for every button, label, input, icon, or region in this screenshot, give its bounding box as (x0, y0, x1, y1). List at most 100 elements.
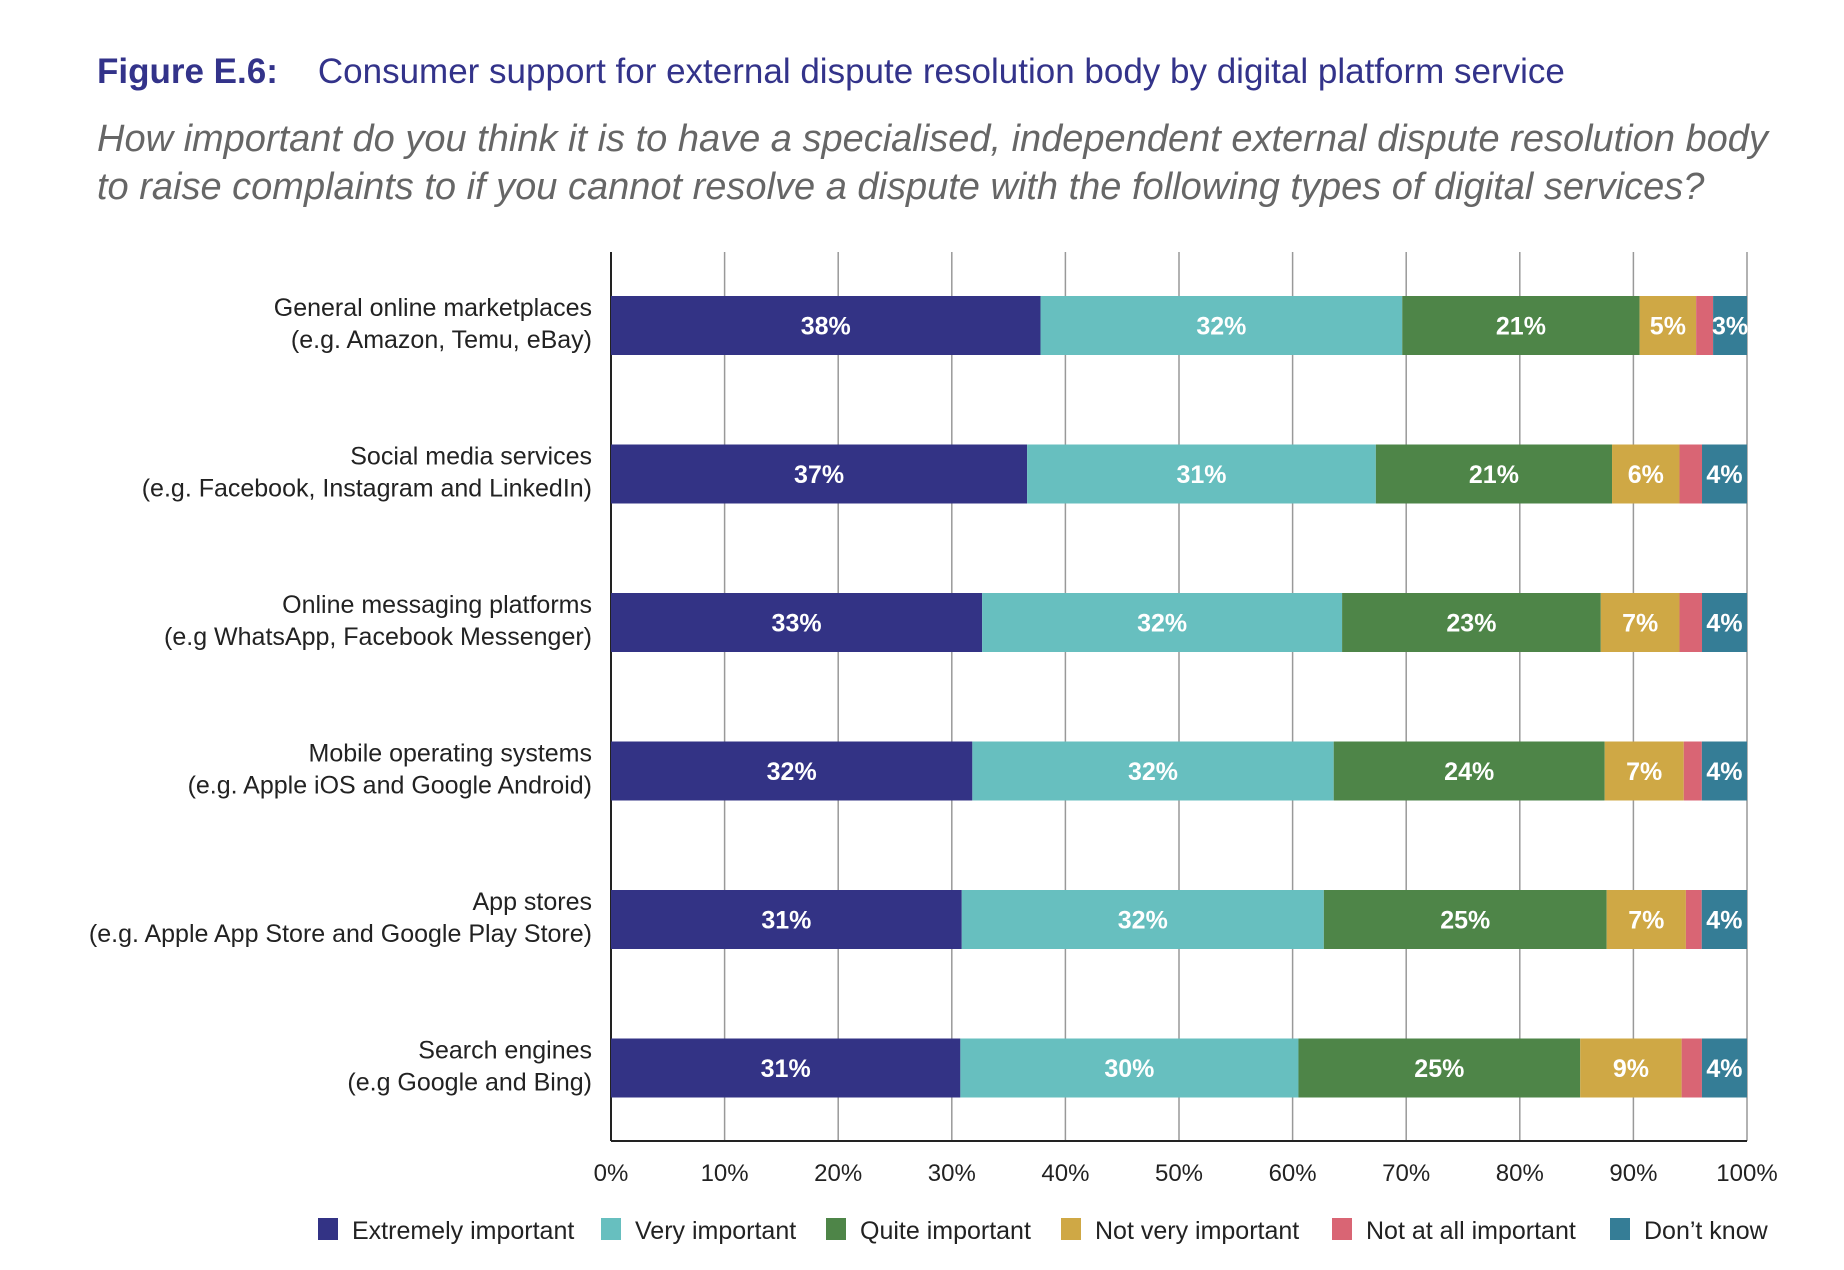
data-label: 21% (1469, 461, 1519, 489)
data-label: 25% (1414, 1055, 1464, 1083)
bar-segment (961, 890, 1324, 949)
bar-segment (1027, 444, 1376, 504)
x-tick-label: 50% (1155, 1160, 1203, 1187)
data-label: 31% (761, 907, 811, 935)
data-label: 37% (794, 461, 844, 489)
category-label: General online marketplaces (274, 294, 592, 322)
category-label: Search engines (418, 1037, 592, 1065)
category-sublabel: (e.g. Amazon, Temu, eBay) (291, 326, 592, 354)
chart-subtitle: How important do you think it is to have… (97, 118, 1768, 208)
data-label: 32% (767, 758, 817, 786)
data-label: 31% (1176, 461, 1226, 489)
data-label: 32% (1118, 907, 1168, 935)
data-label: 4% (1706, 610, 1742, 638)
data-label: 31% (761, 1055, 811, 1083)
bar-segment (972, 741, 1334, 801)
bar-segment (1040, 296, 1403, 355)
data-label: 4% (1706, 758, 1742, 786)
data-label: 4% (1706, 461, 1742, 489)
bar-segment (1402, 296, 1640, 355)
bar-segment (1600, 593, 1680, 652)
legend-swatch (1610, 1218, 1630, 1240)
legend-label: Very important (635, 1217, 796, 1245)
bar-segment (1702, 593, 1747, 652)
category-sublabel: (e.g. Apple iOS and Google Android) (188, 772, 592, 800)
legend-label: Don’t know (1644, 1217, 1769, 1245)
data-label: 7% (1622, 610, 1658, 638)
bar-segment (1604, 741, 1684, 801)
bar-segment (1639, 296, 1697, 355)
bar-segment (1679, 593, 1703, 652)
category-label: Social media services (350, 443, 592, 471)
data-label: 4% (1706, 907, 1742, 935)
data-label: 33% (772, 610, 822, 638)
category-sublabel: (e.g. Apple App Store and Google Play St… (89, 920, 592, 948)
data-label: 5% (1650, 313, 1686, 341)
legend-label: Not very important (1095, 1217, 1299, 1245)
bar-segment (1612, 444, 1680, 504)
data-label: 21% (1496, 313, 1546, 341)
legend-swatch (826, 1218, 846, 1240)
bar-segment (1679, 444, 1703, 504)
x-tick-label: 80% (1496, 1160, 1544, 1187)
data-label: 23% (1446, 610, 1496, 638)
data-label: 24% (1444, 758, 1494, 786)
data-label: 7% (1626, 758, 1662, 786)
bar-segment (1580, 1038, 1682, 1098)
bar-segment (611, 593, 983, 652)
bar-segment (1713, 296, 1747, 355)
x-tick-label: 40% (1041, 1160, 1089, 1187)
bar-segment (1342, 593, 1601, 652)
x-tick-label: 10% (701, 1160, 749, 1187)
bar-segment (1333, 741, 1605, 801)
legend-label: Extremely important (352, 1217, 574, 1245)
legend-label: Not at all important (1366, 1217, 1576, 1245)
category-label: Mobile operating systems (309, 740, 592, 768)
x-tick-label: 100% (1716, 1160, 1777, 1187)
bar-segment (1681, 1038, 1702, 1098)
data-label: 38% (801, 313, 851, 341)
figure-title: Consumer support for external dispute re… (317, 52, 1565, 91)
x-tick-label: 30% (928, 1160, 976, 1187)
data-label: 7% (1628, 907, 1664, 935)
data-label: 4% (1706, 1055, 1742, 1083)
data-label: 32% (1196, 313, 1246, 341)
bar-segment (1375, 444, 1613, 504)
x-tick-label: 20% (814, 1160, 862, 1187)
bar-segment (611, 296, 1041, 355)
bar-segment (611, 890, 962, 949)
bar-segment (611, 444, 1028, 504)
data-label: 32% (1137, 610, 1187, 638)
bar-segment (611, 741, 973, 801)
bar-segment (1702, 444, 1747, 504)
data-label: 25% (1440, 907, 1490, 935)
legend-swatch (601, 1218, 621, 1240)
bar-segment (611, 1038, 961, 1098)
category-label: Online messaging platforms (282, 591, 592, 619)
x-tick-label: 70% (1382, 1160, 1430, 1187)
bar-segment (1701, 741, 1747, 801)
bar-segment (982, 593, 1343, 652)
data-label: 3% (1712, 313, 1748, 341)
bar-segment (1696, 296, 1714, 355)
category-sublabel: (e.g Google and Bing) (347, 1069, 592, 1097)
legend-label: Quite important (860, 1217, 1031, 1245)
category-label: App stores (472, 888, 592, 916)
category-sublabel: (e.g WhatsApp, Facebook Messenger) (164, 623, 592, 651)
data-label: 32% (1128, 758, 1178, 786)
x-tick-label: 90% (1609, 1160, 1657, 1187)
bar-segment (1606, 890, 1686, 949)
bar-segment (1685, 890, 1702, 949)
chart-title: Figure E.6: Consumer support for external… (97, 52, 1565, 92)
legend-swatch (1061, 1218, 1081, 1240)
legend-swatch (1332, 1218, 1352, 1240)
bar-segment (1323, 890, 1607, 949)
figure-number: Figure E.6: (97, 52, 278, 91)
data-label: 9% (1613, 1055, 1649, 1083)
bar-segment (1701, 890, 1747, 949)
bar-segment (960, 1038, 1299, 1098)
data-label: 6% (1628, 461, 1664, 489)
category-sublabel: (e.g. Facebook, Instagram and LinkedIn) (142, 475, 592, 503)
data-label: 30% (1104, 1055, 1154, 1083)
